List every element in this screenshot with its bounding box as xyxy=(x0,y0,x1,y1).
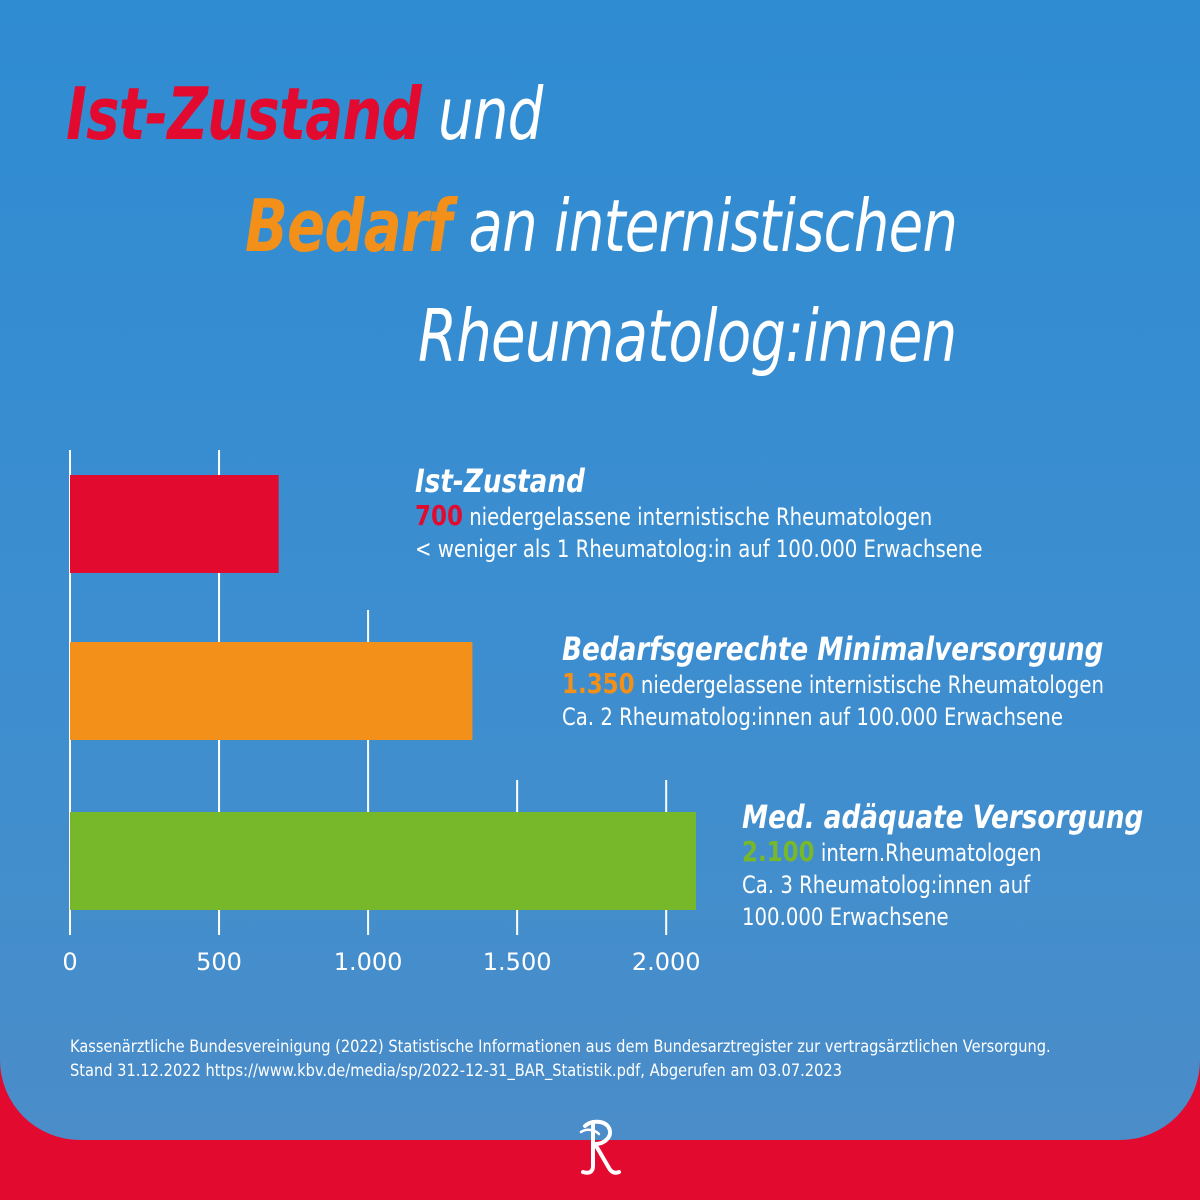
annotation-text: niedergelassene internistische Rheumatol… xyxy=(640,671,1104,699)
x-tick-label-4: 2.000 xyxy=(632,948,701,976)
annotation-detail: Ca. 2 Rheumatolog:innen auf 100.000 Erwa… xyxy=(562,703,1063,731)
title-word-an-internistischen: an internistischen xyxy=(468,184,958,268)
title-line-2: Bedarf an internistischen xyxy=(245,190,958,262)
bar-2 xyxy=(70,812,696,910)
source-citation: Kassenärztliche Bundesvereinigung (2022)… xyxy=(70,1035,1051,1083)
annotation-text: intern.Rheumatologen xyxy=(820,839,1042,867)
rheuma-r-logo-icon xyxy=(579,1119,621,1175)
infographic-panel: Ist-Zustand und Bedarf an internistische… xyxy=(0,0,1200,1140)
bar-0 xyxy=(70,475,279,573)
x-tick-label-2: 1.000 xyxy=(334,948,403,976)
annotation-heading: Med. adäquate Versorgung xyxy=(742,798,1144,836)
annotation-number: 1.350 xyxy=(562,667,635,700)
title-highlight-ist-zustand: Ist-Zustand xyxy=(66,72,422,156)
title-line-1: Ist-Zustand und xyxy=(66,78,543,150)
bar-chart: 0 500 1.000 1.500 2.000 xyxy=(62,450,701,976)
x-tick-label-0: 0 xyxy=(62,948,77,976)
x-tick-label-3: 1.500 xyxy=(483,948,552,976)
annotation-ist-zustand: Ist-Zustand 700 niedergelassene internis… xyxy=(415,462,982,565)
title-word-und: und xyxy=(438,72,543,156)
title-line-3: Rheumatolog:innen xyxy=(418,294,957,378)
annotation-text: niedergelassene internistische Rheumatol… xyxy=(469,503,933,531)
source-line-2: Stand 31.12.2022 https://www.kbv.de/medi… xyxy=(70,1061,843,1081)
annotation-adaequate-versorgung: Med. adäquate Versorgung 2.100 intern.Rh… xyxy=(742,798,1143,933)
x-tick-label-1: 500 xyxy=(196,948,242,976)
annotation-number: 700 xyxy=(415,499,463,532)
annotation-number: 2.100 xyxy=(742,835,815,868)
title-highlight-bedarf: Bedarf xyxy=(245,184,452,268)
annotation-detail-2: 100.000 Erwachsene xyxy=(742,903,949,931)
source-line-1: Kassenärztliche Bundesvereinigung (2022)… xyxy=(70,1037,1051,1057)
annotation-minimalversorgung: Bedarfsgerechte Minimalversorgung 1.350 … xyxy=(562,630,1104,733)
annotation-detail: < weniger als 1 Rheumatolog:in auf 100.0… xyxy=(415,535,983,563)
annotation-detail: Ca. 3 Rheumatolog:innen auf xyxy=(742,871,1031,899)
annotation-heading: Ist-Zustand xyxy=(415,462,585,500)
bar-1 xyxy=(70,642,473,740)
annotation-heading: Bedarfsgerechte Minimalversorgung xyxy=(562,630,1104,668)
